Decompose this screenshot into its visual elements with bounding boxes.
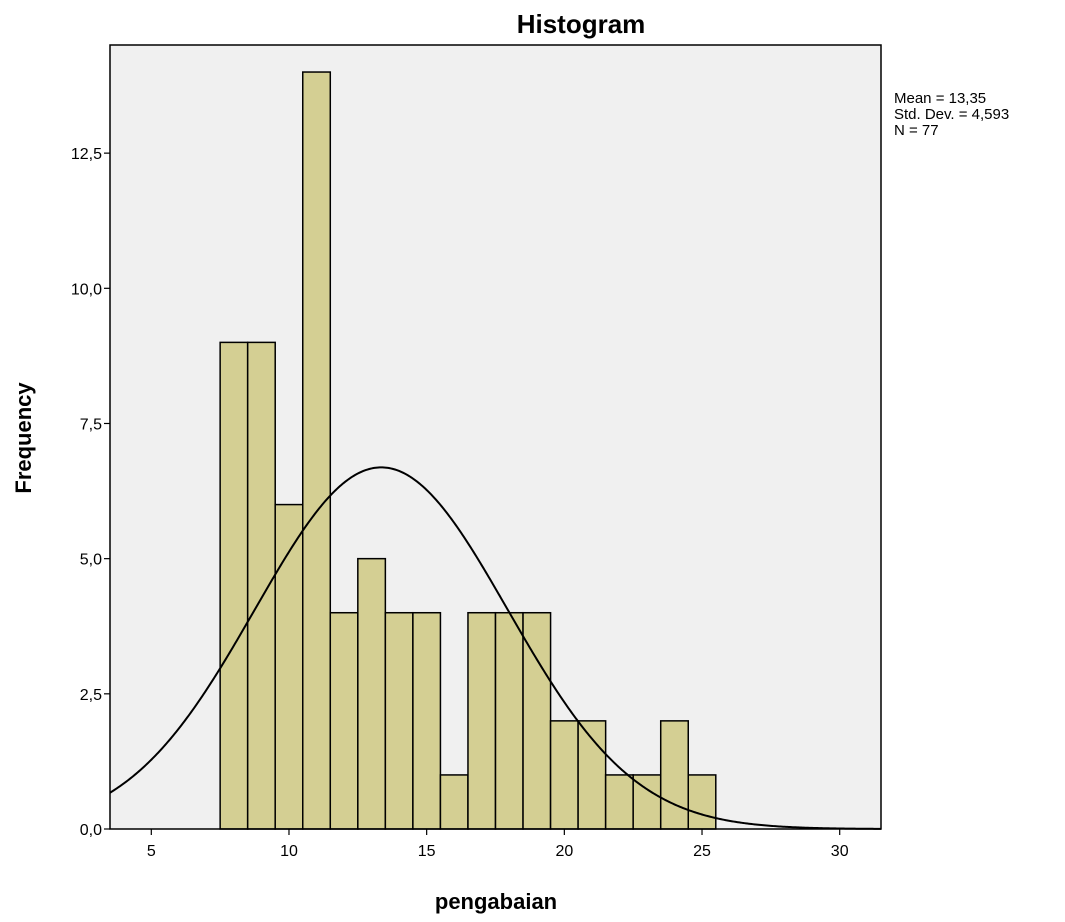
histogram-bar bbox=[467, 611, 497, 830]
histogram-bar bbox=[659, 720, 690, 830]
y-tick-label: 10,0 bbox=[71, 281, 102, 298]
stats-n: N = 77 bbox=[894, 122, 939, 139]
normal-curve bbox=[109, 466, 881, 830]
histogram-bar bbox=[687, 774, 717, 830]
y-axis-title: Frequency bbox=[11, 382, 36, 494]
histogram-bar bbox=[302, 71, 332, 830]
y-tick-label: 7,5 bbox=[80, 416, 102, 433]
y-axis: 0,0 2,5 5,0 7,5 10,0 12,5 bbox=[71, 146, 110, 839]
histogram-bar bbox=[246, 341, 276, 830]
stats-box: Mean = 13,35 Std. Dev. = 4,593 N = 77 bbox=[894, 91, 1009, 139]
y-tick-label: 5,0 bbox=[80, 552, 102, 569]
x-tick-label: 20 bbox=[555, 843, 573, 860]
y-tick-label: 12,5 bbox=[71, 146, 102, 163]
histogram-bar bbox=[439, 774, 469, 830]
y-tick-label: 0,0 bbox=[80, 822, 102, 839]
x-tick-label: 30 bbox=[831, 843, 849, 860]
histogram-bar bbox=[604, 774, 634, 830]
y-tick-label: 2,5 bbox=[80, 687, 102, 704]
histogram-bar bbox=[329, 611, 359, 830]
histogram-bar bbox=[549, 720, 579, 830]
histogram-bar bbox=[412, 611, 442, 830]
stats-mean: Mean = 13,35 bbox=[894, 90, 987, 107]
x-tick-label: 10 bbox=[280, 843, 298, 860]
histogram-bar bbox=[384, 611, 414, 830]
x-tick-label: 25 bbox=[693, 843, 711, 860]
x-tick-label: 15 bbox=[418, 843, 436, 860]
histogram-bar bbox=[357, 557, 387, 830]
histogram-bar bbox=[577, 720, 607, 830]
x-axis: 5 10 15 20 25 30 bbox=[147, 829, 849, 860]
x-tick-label: 5 bbox=[147, 843, 156, 860]
histogram-bar bbox=[522, 611, 552, 830]
bars-group bbox=[219, 71, 717, 830]
plot-frame bbox=[109, 44, 882, 830]
chart-title: Histogram bbox=[517, 9, 646, 39]
stats-std-dev: Std. Dev. = 4,593 bbox=[894, 106, 1010, 123]
histogram-bar bbox=[494, 611, 524, 830]
histogram-bar bbox=[219, 341, 249, 830]
x-axis-title: pengabaian bbox=[435, 889, 557, 914]
